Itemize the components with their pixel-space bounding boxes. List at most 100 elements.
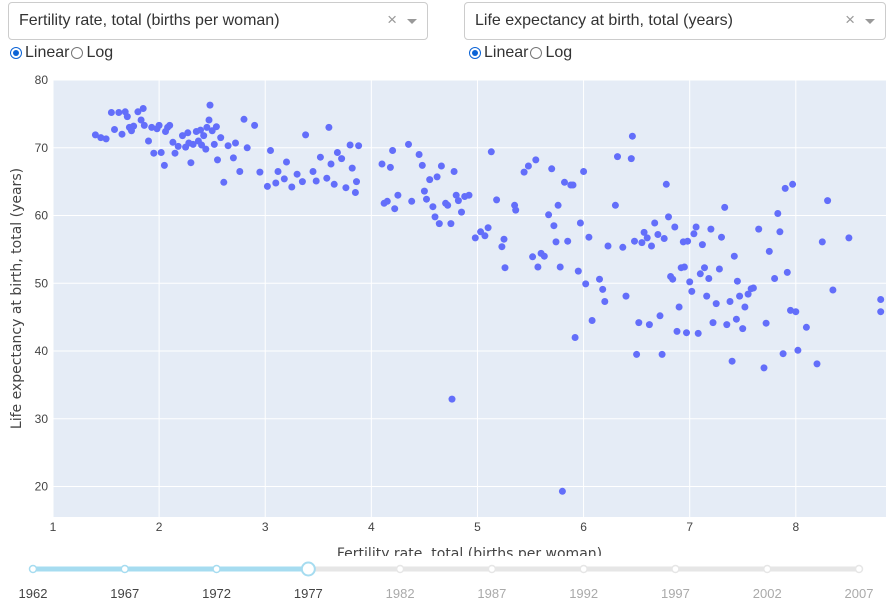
data-point[interactable] — [721, 203, 729, 211]
data-point[interactable] — [91, 131, 99, 139]
data-point[interactable] — [288, 183, 296, 191]
data-point[interactable] — [569, 181, 577, 189]
data-point[interactable] — [210, 140, 218, 148]
data-point[interactable] — [574, 267, 582, 275]
data-point[interactable] — [744, 290, 752, 298]
data-point[interactable] — [309, 168, 317, 175]
data-point[interactable] — [512, 206, 520, 214]
data-point[interactable] — [741, 303, 749, 311]
data-point[interactable] — [532, 156, 540, 164]
data-point[interactable] — [707, 225, 715, 233]
data-point[interactable] — [640, 228, 648, 236]
data-point[interactable] — [561, 178, 568, 186]
data-point[interactable] — [160, 161, 168, 169]
data-point[interactable] — [189, 140, 197, 148]
slider-handle[interactable] — [300, 561, 316, 577]
data-point[interactable] — [435, 220, 443, 228]
data-point[interactable] — [760, 364, 768, 372]
data-point[interactable] — [418, 161, 426, 169]
data-point[interactable] — [118, 130, 126, 138]
data-point[interactable] — [107, 109, 115, 116]
data-point[interactable] — [353, 178, 360, 186]
data-point[interactable] — [240, 115, 248, 123]
data-point[interactable] — [484, 224, 492, 232]
data-point[interactable] — [705, 275, 713, 282]
data-point[interactable] — [654, 231, 662, 238]
slider-mark-label[interactable]: 1962 — [18, 586, 48, 601]
data-point[interactable] — [481, 232, 489, 240]
data-point[interactable] — [703, 292, 711, 300]
data-point[interactable] — [683, 329, 690, 337]
data-point[interactable] — [787, 306, 794, 314]
data-point[interactable] — [765, 247, 773, 255]
y-scale-log-radio[interactable]: Log — [530, 44, 572, 62]
data-point[interactable] — [818, 238, 826, 246]
data-point[interactable] — [454, 197, 462, 205]
data-point[interactable] — [391, 205, 399, 213]
slider-mark-dot[interactable] — [671, 564, 680, 574]
data-point[interactable] — [386, 163, 394, 171]
data-point[interactable] — [732, 315, 740, 323]
data-point[interactable] — [638, 239, 646, 247]
data-point[interactable] — [552, 238, 560, 246]
slider-mark-label[interactable]: 1967 — [110, 586, 140, 601]
data-point[interactable] — [452, 191, 460, 199]
data-point[interactable] — [712, 300, 720, 308]
y-axis-dropdown[interactable]: Life expectancy at birth, total (years) … — [464, 2, 886, 40]
data-point[interactable] — [635, 319, 643, 327]
data-point[interactable] — [794, 346, 802, 354]
data-point[interactable] — [251, 121, 259, 129]
data-point[interactable] — [599, 285, 607, 293]
data-point[interactable] — [229, 154, 237, 162]
data-point[interactable] — [150, 149, 158, 157]
data-point[interactable] — [540, 252, 548, 260]
data-point[interactable] — [665, 213, 672, 221]
data-point[interactable] — [137, 116, 145, 124]
data-point[interactable] — [203, 123, 211, 131]
data-point[interactable] — [776, 228, 784, 236]
data-point[interactable] — [169, 138, 177, 146]
data-point[interactable] — [692, 223, 700, 231]
data-point[interactable] — [444, 201, 452, 209]
data-point[interactable] — [571, 334, 579, 341]
data-point[interactable] — [325, 123, 333, 131]
data-point[interactable] — [755, 225, 763, 233]
data-point[interactable] — [877, 308, 885, 316]
data-point[interactable] — [236, 168, 244, 175]
data-point[interactable] — [145, 137, 152, 145]
y-log-radio-circle[interactable] — [530, 47, 543, 59]
slider-mark-dot[interactable] — [120, 564, 130, 574]
x-linear-radio-circle[interactable] — [10, 47, 22, 59]
data-point[interactable] — [582, 280, 590, 288]
data-point[interactable] — [619, 243, 627, 251]
data-point[interactable] — [696, 270, 704, 278]
data-point[interactable] — [206, 101, 214, 109]
data-point[interactable] — [762, 319, 770, 327]
data-point[interactable] — [673, 327, 681, 335]
data-point[interactable] — [548, 165, 556, 173]
data-point[interactable] — [333, 149, 341, 156]
data-point[interactable] — [420, 187, 428, 195]
data-point[interactable] — [115, 109, 123, 116]
data-point[interactable] — [431, 213, 439, 221]
data-point[interactable] — [212, 123, 220, 131]
data-point[interactable] — [323, 174, 331, 182]
data-point[interactable] — [200, 132, 208, 140]
data-point[interactable] — [550, 222, 558, 230]
data-point[interactable] — [690, 230, 698, 238]
y-clear-icon[interactable]: × — [845, 10, 855, 29]
data-point[interactable] — [274, 168, 282, 175]
slider-mark-label[interactable]: 1977 — [293, 586, 323, 601]
data-point[interactable] — [458, 208, 465, 216]
data-point[interactable] — [493, 196, 501, 204]
data-point[interactable] — [437, 162, 445, 170]
data-point[interactable] — [658, 350, 666, 358]
data-point[interactable] — [448, 395, 456, 403]
data-point[interactable] — [179, 132, 186, 140]
slider-mark-label[interactable]: 1972 — [202, 586, 232, 601]
data-point[interactable] — [205, 116, 213, 124]
data-point[interactable] — [622, 292, 630, 300]
data-point[interactable] — [408, 197, 416, 205]
data-point[interactable] — [558, 487, 566, 495]
data-point[interactable] — [660, 235, 668, 242]
